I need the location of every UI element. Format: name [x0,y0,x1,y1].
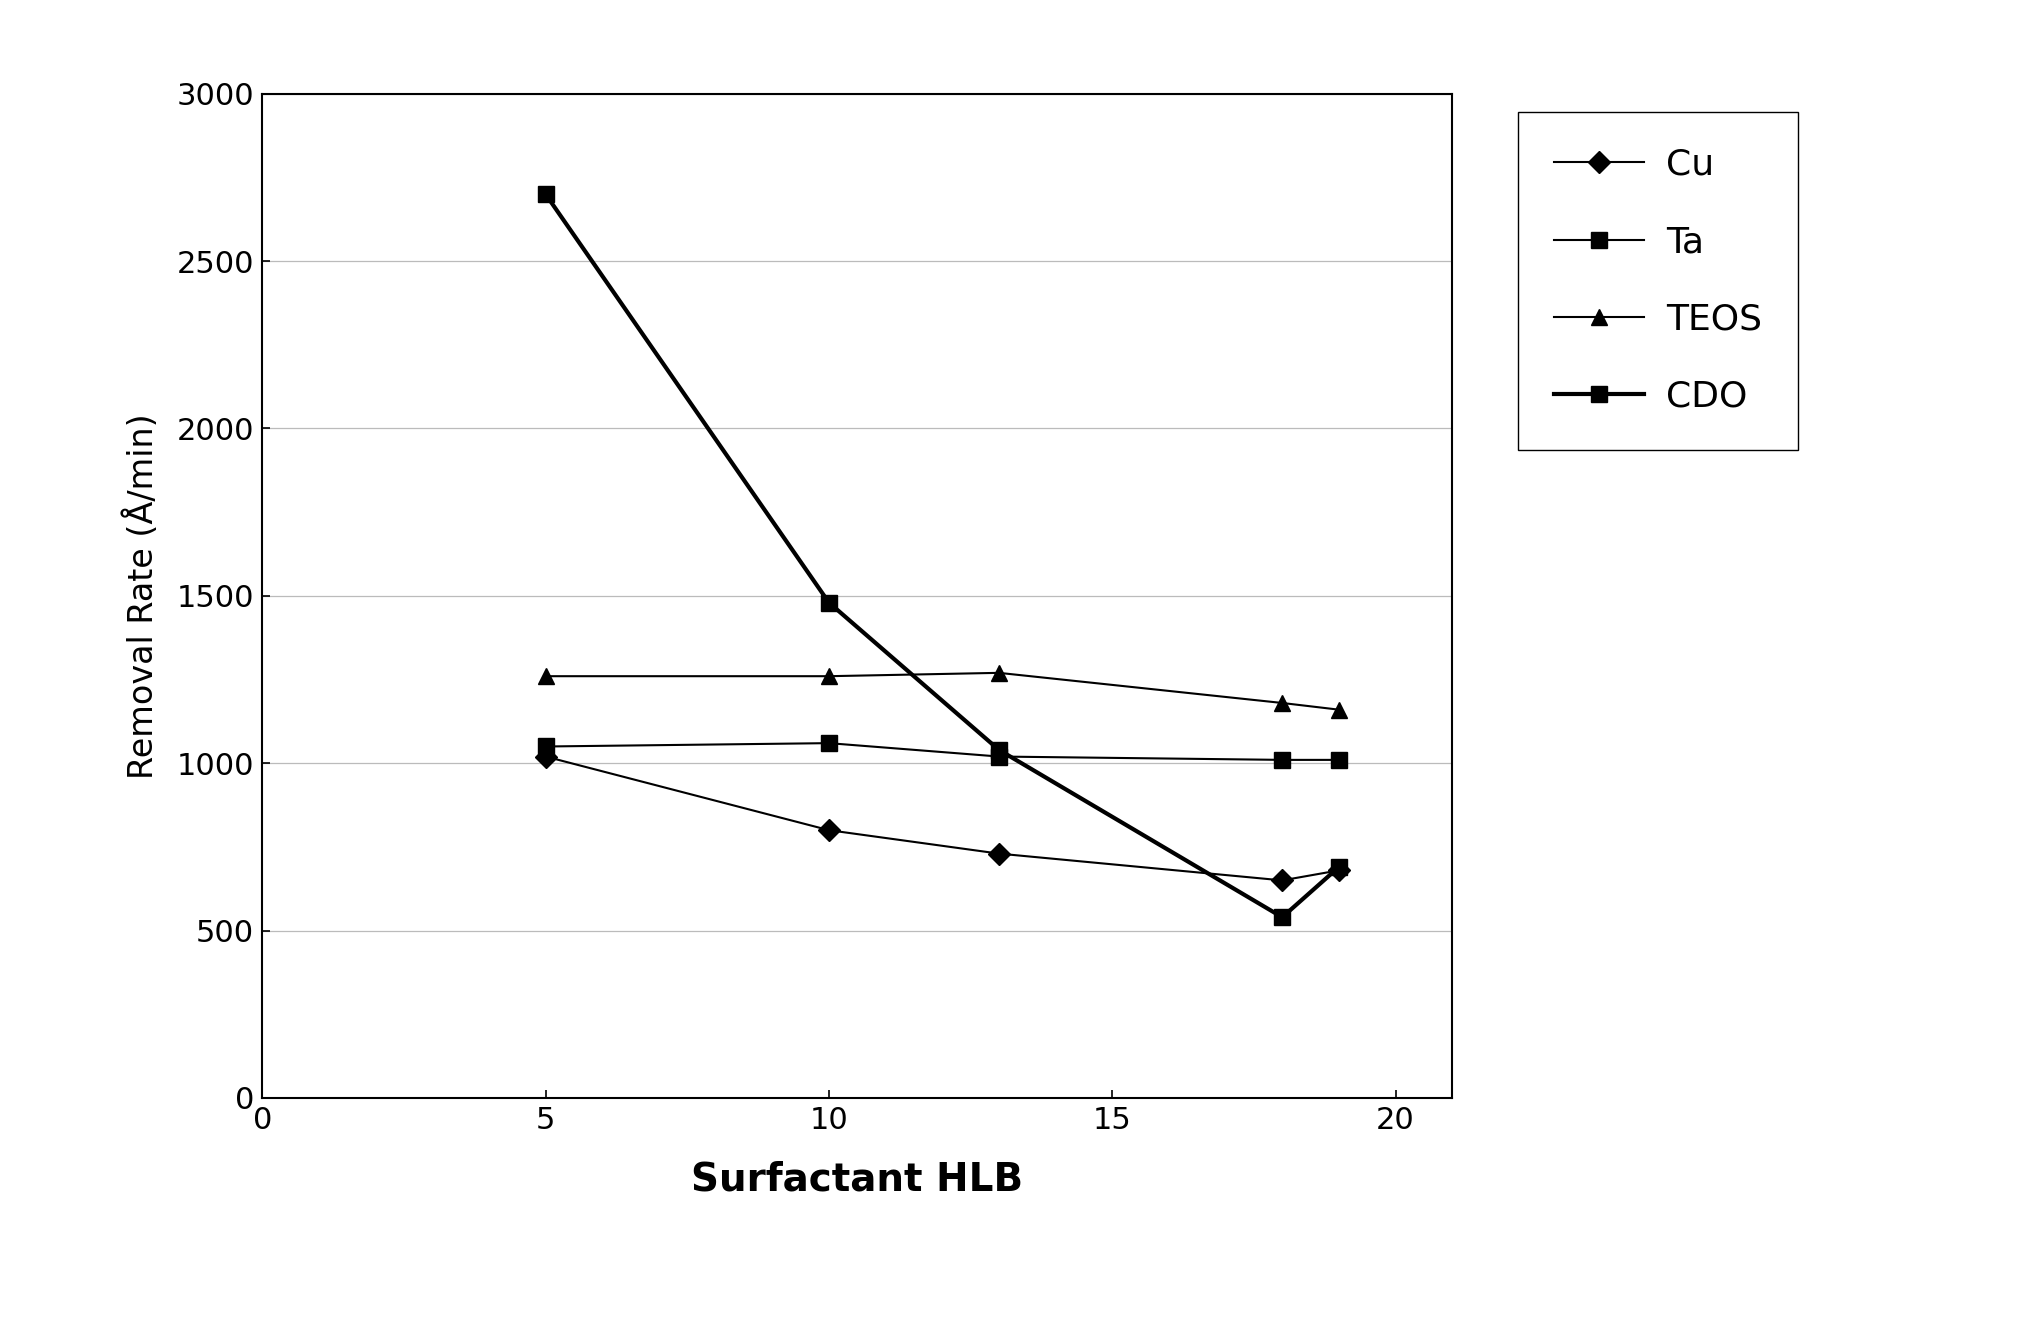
X-axis label: Surfactant HLB: Surfactant HLB [692,1161,1023,1198]
TEOS [1271,695,1295,711]
CDO [986,742,1011,758]
TEOS [1327,702,1351,718]
Cu [1271,873,1295,889]
CDO [817,595,841,611]
Cu [1327,862,1351,878]
TEOS [817,668,841,684]
Ta [817,735,841,751]
TEOS [986,664,1011,680]
Cu [817,822,841,838]
CDO [532,186,557,202]
Ta [1327,753,1351,769]
Cu [532,749,557,765]
Line: TEOS: TEOS [537,664,1347,718]
Line: CDO: CDO [539,186,1347,925]
CDO [1327,860,1351,876]
Legend: Cu, Ta, TEOS, CDO: Cu, Ta, TEOS, CDO [1519,111,1797,450]
Y-axis label: Removal Rate (Å/min): Removal Rate (Å/min) [123,412,159,779]
CDO [1271,909,1295,925]
Ta [986,749,1011,765]
Cu [986,846,1011,862]
Ta [532,738,557,754]
TEOS [532,668,557,684]
Line: Cu: Cu [539,749,1347,888]
Line: Ta: Ta [539,735,1347,767]
Ta [1271,753,1295,769]
